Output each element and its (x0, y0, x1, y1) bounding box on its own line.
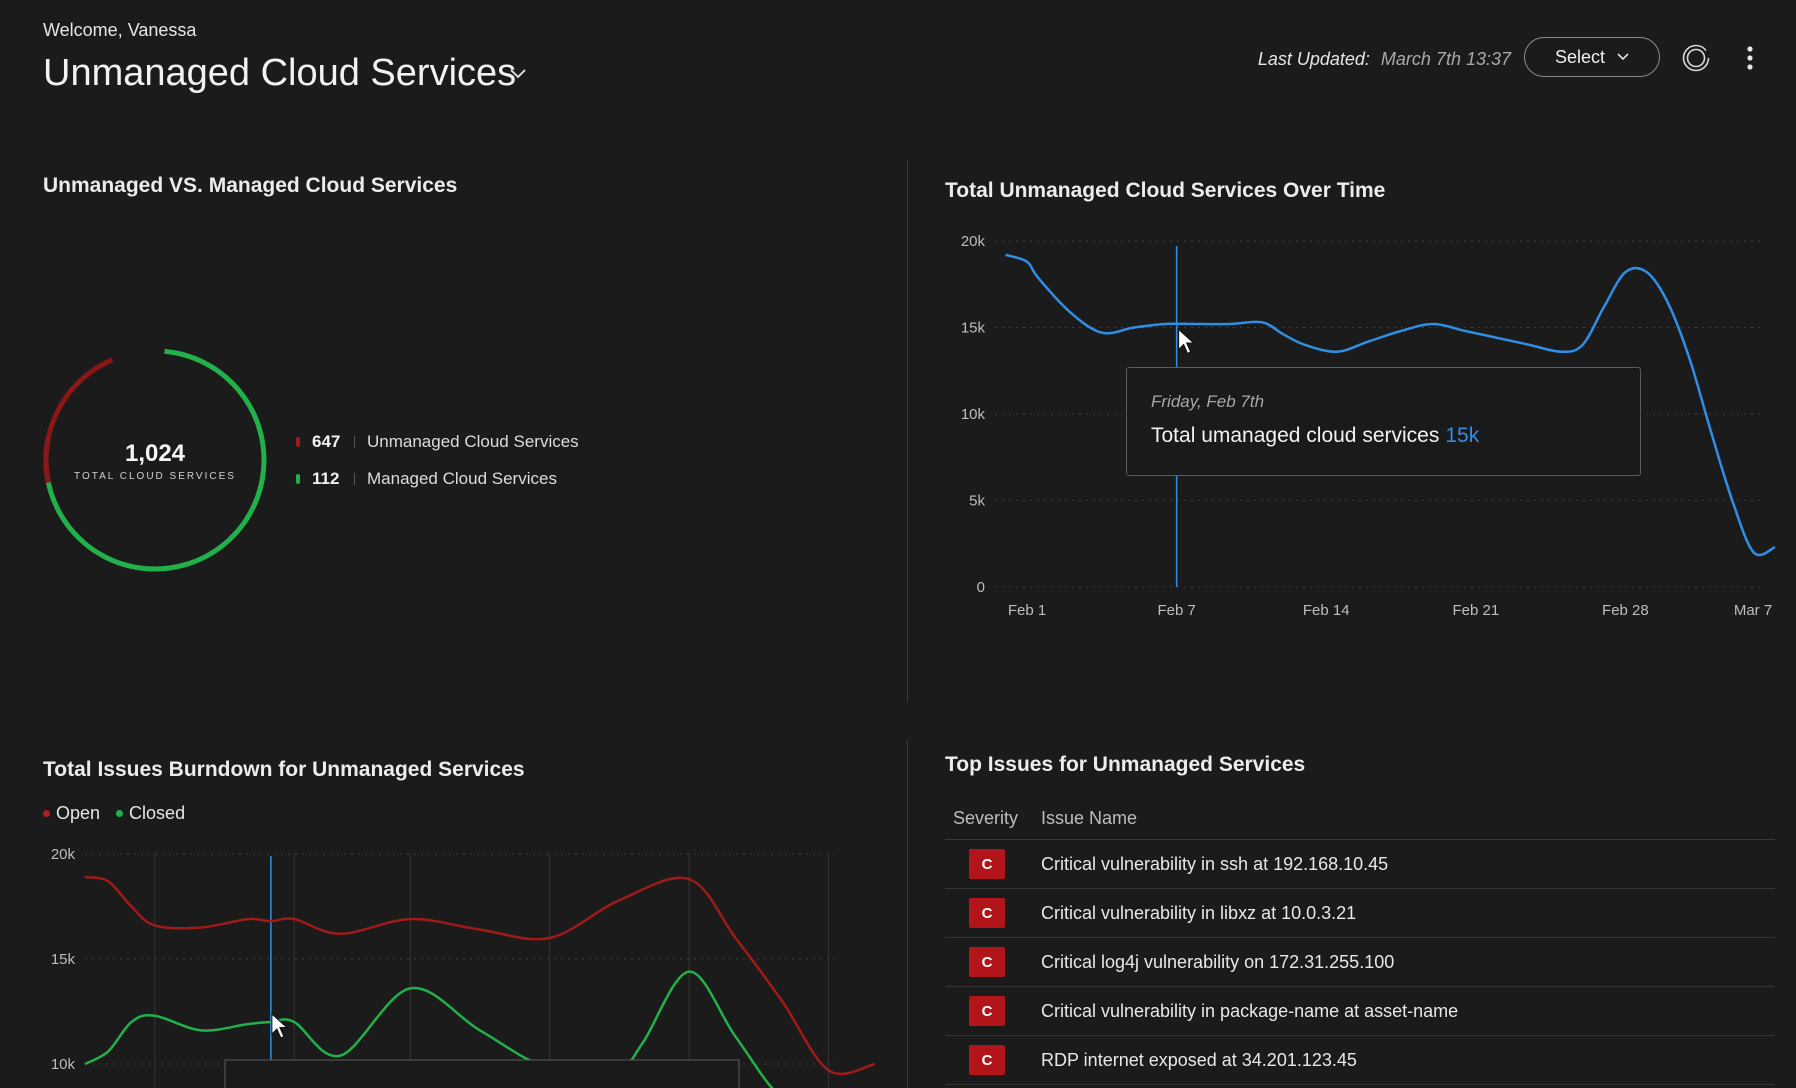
panel-divider (907, 160, 908, 702)
table-row[interactable]: C Critical log4j vulnerability on 172.31.… (945, 938, 1775, 987)
donut-total-label: TOTAL CLOUD SERVICES (74, 471, 236, 482)
y-tick-label: 20k (51, 846, 76, 863)
legend-label: Managed Cloud Services (367, 469, 557, 488)
select-dropdown[interactable]: Select (1524, 37, 1660, 77)
y-tick-label: 10k (961, 406, 986, 423)
x-tick-label: Feb 28 (1602, 602, 1649, 619)
chevron-down-icon (1617, 53, 1629, 61)
burndown-chart[interactable]: 10k 15k 20k (40, 840, 880, 1088)
severity-cell: C (945, 947, 1041, 977)
legend-count: 112 (312, 469, 340, 488)
issues-panel-title: Top Issues for Unmanaged Services (945, 753, 1306, 776)
legend-dot (116, 810, 124, 817)
x-tick-label: Feb 14 (1303, 602, 1350, 619)
legend-dot (296, 474, 300, 484)
table-row[interactable]: C RDP internet exposed at 34.201.123.45 (945, 1036, 1775, 1085)
line-chart-title: Total Unmanaged Cloud Services Over Time (945, 179, 1386, 202)
x-tick-label: Feb 1 (1008, 602, 1046, 619)
burndown-title: Total Issues Burndown for Unmanaged Serv… (43, 758, 525, 781)
legend-item-unmanaged: 647 Unmanaged Cloud Services (296, 432, 579, 452)
x-tick-label: Feb 21 (1452, 602, 1499, 619)
y-tick-label: 15k (961, 320, 986, 337)
donut-panel-title: Unmanaged VS. Managed Cloud Services (43, 174, 458, 197)
chart-tooltip-partial (224, 1059, 740, 1088)
severity-badge: C (969, 849, 1005, 879)
issue-name[interactable]: Critical log4j vulnerability on 172.31.2… (1041, 951, 1395, 972)
table-row[interactable]: C Critical vulnerability in package-name … (945, 987, 1775, 1036)
chevron-down-icon[interactable] (508, 66, 528, 82)
legend-dot (296, 437, 300, 447)
chart-tooltip: Friday, Feb 7th Total umanaged cloud ser… (1126, 367, 1641, 476)
last-updated-value: March 7th 13:37 (1380, 49, 1511, 69)
y-tick-label: 5k (969, 493, 985, 510)
more-vertical-icon[interactable] (1742, 44, 1758, 72)
issue-name[interactable]: Critical vulnerability in package-name a… (1041, 1000, 1459, 1021)
legend-item-managed: 112 Managed Cloud Services (296, 469, 557, 489)
x-tick-label: Feb 7 (1157, 602, 1195, 619)
table-body: C Critical vulnerability in ssh at 192.16… (945, 840, 1775, 1085)
x-tick-label: Mar 7 (1734, 602, 1772, 619)
table-row[interactable]: C Critical vulnerability in libxz at 10.0… (945, 889, 1775, 938)
tooltip-value: 15k (1445, 424, 1480, 447)
series-line-unmanaged (1005, 253, 1776, 557)
severity-badge: C (969, 996, 1005, 1026)
severity-cell: C (945, 849, 1041, 879)
page-title[interactable]: Unmanaged Cloud Services (43, 52, 517, 94)
legend-item-open[interactable]: Open (43, 803, 100, 824)
series-line-open (84, 875, 876, 1076)
donut-chart (43, 348, 267, 572)
legend-separator (354, 473, 355, 485)
legend-label: Unmanaged Cloud Services (367, 432, 579, 451)
column-header-severity[interactable]: Severity (953, 807, 1019, 828)
y-tick-label: 15k (51, 951, 76, 968)
severity-cell: C (945, 996, 1041, 1026)
legend-separator (354, 436, 355, 448)
legend-label: Open (56, 803, 101, 823)
severity-badge: C (969, 947, 1005, 977)
issues-table: Severity Issue Name C Critical vulnerabil… (945, 797, 1775, 1085)
column-header-issue-name[interactable]: Issue Name (1041, 807, 1138, 828)
severity-cell: C (945, 898, 1041, 928)
table-header: Severity Issue Name (945, 797, 1775, 840)
refresh-icon[interactable] (1680, 42, 1712, 74)
tooltip-series-name: Total umanaged cloud services (1151, 424, 1440, 447)
y-tick-label: 20k (961, 233, 986, 250)
severity-cell: C (945, 1045, 1041, 1075)
select-label: Select (1554, 46, 1606, 67)
legend-item-closed[interactable]: Closed (116, 803, 185, 824)
y-tick-label: 0 (977, 579, 985, 596)
severity-badge: C (969, 1045, 1005, 1075)
last-updated: Last Updated: March 7th 13:37 (1258, 49, 1511, 70)
issue-name[interactable]: Critical vulnerability in ssh at 192.168… (1041, 853, 1389, 874)
mouse-cursor-icon (1178, 328, 1195, 355)
mouse-cursor-icon (271, 1012, 289, 1039)
last-updated-label: Last Updated: (1257, 49, 1370, 69)
line-chart[interactable]: 0 5k 10k 15k 20k Feb 1 Feb 7 Feb 14 Feb 21 Feb 28… (940, 220, 1780, 630)
panel-divider (907, 740, 908, 1088)
table-row[interactable]: C Critical vulnerability in ssh at 192.16… (945, 840, 1775, 889)
issue-name[interactable]: RDP internet exposed at 34.201.123.45 (1041, 1049, 1357, 1070)
y-tick-label: 10k (51, 1056, 76, 1073)
burndown-legend: Open Closed (43, 803, 185, 824)
donut-total: 1,024 (124, 440, 186, 467)
legend-label: Closed (129, 803, 186, 823)
tooltip-text: Total umanaged cloud services 15k (1151, 424, 1616, 448)
series-line-closed (84, 970, 774, 1088)
tooltip-date: Friday, Feb 7th (1151, 392, 1265, 411)
legend-dot (43, 810, 50, 817)
legend-count: 647 (312, 432, 341, 451)
severity-badge: C (969, 898, 1005, 928)
issue-name[interactable]: Critical vulnerability in libxz at 10.0.… (1041, 902, 1357, 923)
welcome-text: Welcome, Vanessa (43, 20, 197, 40)
